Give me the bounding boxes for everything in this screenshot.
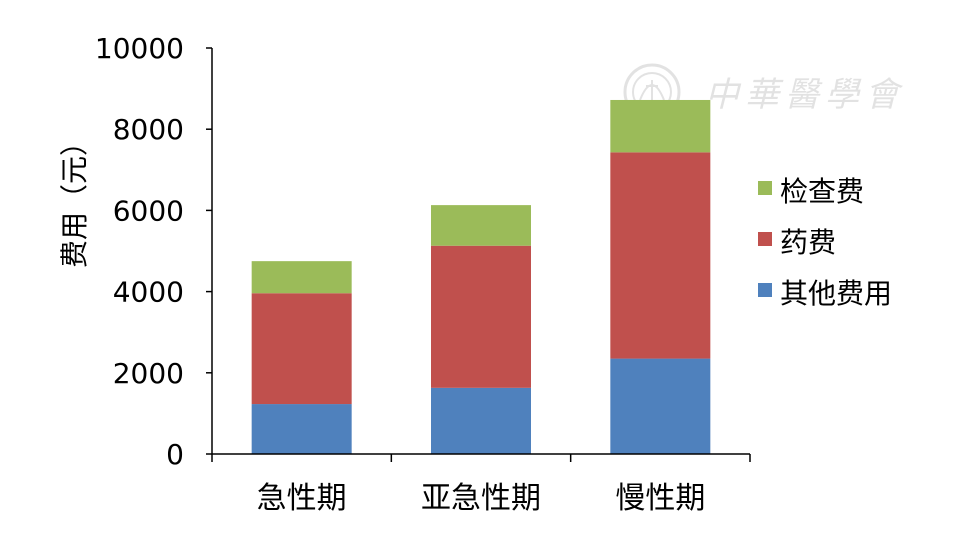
y-axis-title: 费用（元）: [58, 128, 91, 268]
y-tick-label: 4000: [113, 276, 184, 309]
watermark-text: 中華醫學會: [705, 75, 905, 115]
x-tick-label: 慢性期: [615, 481, 705, 516]
y-tick-label: 10000: [95, 32, 184, 65]
legend-swatch: [758, 283, 772, 297]
y-tick-label: 2000: [113, 357, 184, 390]
bar-segment: [431, 387, 531, 454]
bar-segment: [610, 99, 711, 153]
bar-segment: [431, 245, 531, 388]
bars-layer: [251, 99, 711, 454]
bar-segment: [251, 261, 352, 294]
bar-segment: [610, 152, 711, 359]
y-tick-label: 0: [166, 438, 184, 471]
bar-segment: [610, 358, 711, 454]
bar-segment: [431, 205, 531, 246]
x-tick-label: 急性期: [257, 481, 347, 516]
legend-swatch: [758, 181, 772, 195]
legend-swatch: [758, 232, 772, 246]
bar-segment: [251, 404, 352, 454]
legend-label: 药费: [780, 226, 836, 259]
axes-layer: 0 2000 4000 6000 8000 10000 急性期 亚急性期 慢性期: [95, 32, 751, 516]
x-tick-label: 亚急性期: [421, 481, 541, 516]
watermark: 中華醫學會: [623, 63, 905, 121]
y-tick-label: 6000: [113, 194, 184, 227]
bar-segment: [251, 293, 352, 405]
y-tick-label: 8000: [113, 113, 184, 146]
legend-label: 检查费: [780, 175, 864, 208]
legend-label: 其他费用: [780, 277, 892, 310]
